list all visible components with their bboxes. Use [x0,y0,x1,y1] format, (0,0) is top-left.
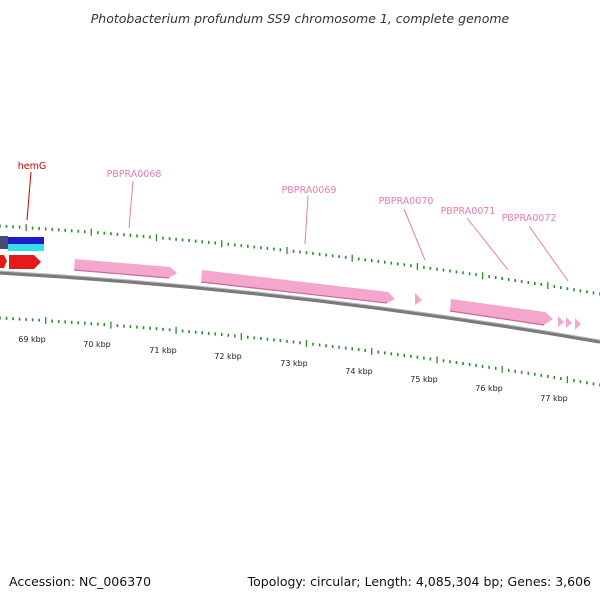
gene-arrow-PBPRA0070 [415,293,422,305]
kbp-label: 72 kbp [214,352,242,361]
gene-feature-red-2 [9,255,41,269]
kbp-label: 69 kbp [18,335,46,344]
gene-arrow-PBPRA0068 [74,259,177,278]
genome-backbone [0,271,600,344]
kbp-label: 73 kbp [280,359,308,368]
gene-labels: hemG PBPRA0068 PBPRA0069 PBPRA0070 PBPRA… [18,161,557,224]
gene-feature-red-1 [0,255,7,268]
map-title: Photobacterium profundum SS9 chromosome … [91,11,510,26]
accession-text: Accession: NC_006370 [9,574,151,589]
gene-label-PBPRA0069: PBPRA0069 [282,185,337,196]
gene-arrow-PBPRA0072b [566,317,572,328]
gene-label-hemG: hemG [18,161,46,172]
leader-PBPRA0069 [304,195,309,245]
gene-label-PBPRA0070: PBPRA0070 [379,196,434,207]
leader-PBPRA0070 [403,208,426,261]
leader-PBPRA0072 [528,225,569,282]
kbp-label: 70 kbp [83,340,111,349]
gene-arrow-PBPRA0069 [201,270,395,303]
gene-arrow-PBPRA0071 [450,299,553,325]
gene-feature-dark [0,236,8,249]
kbp-labels: 69 kbp 70 kbp 71 kbp 72 kbp 73 kbp 74 kb… [18,335,568,403]
gene-arrows [73,259,581,330]
kbp-label: 74 kbp [345,367,373,376]
summary-text: Topology: circular; Length: 4,085,304 bp… [247,574,591,589]
leader-PBPRA0068 [128,180,134,229]
gene-label-PBPRA0068: PBPRA0068 [107,169,162,180]
genome-backbone-highlight [0,270,600,341]
inner-tick-row [0,316,600,387]
leader-PBPRA0071 [466,217,509,271]
gene-feature-blue [8,237,44,244]
kbp-label: 77 kbp [540,394,568,403]
outer-tick-row [0,224,600,296]
gene-label-PBPRA0072: PBPRA0072 [502,213,557,224]
gene-arrow-PBPRA0072c [575,318,581,330]
kbp-label: 75 kbp [410,375,438,384]
hemG-feature-group [0,236,44,269]
gene-feature-cyan [8,244,44,251]
leader-hemG [26,171,32,221]
gene-leader-lines [26,171,569,282]
gene-arrow-PBPRA0072a [558,316,564,327]
kbp-label: 76 kbp [475,384,503,393]
kbp-label: 71 kbp [149,346,177,355]
gene-label-PBPRA0071: PBPRA0071 [441,206,496,217]
